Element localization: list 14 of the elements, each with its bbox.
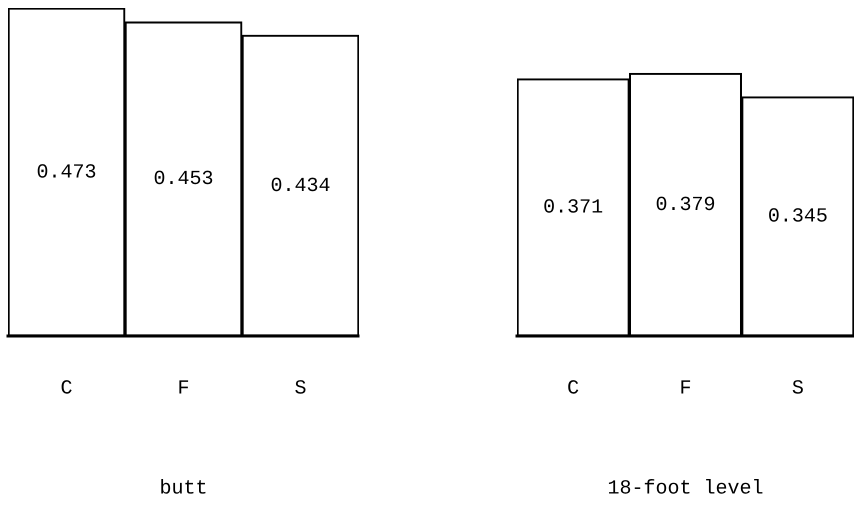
data-label: 0.379 [655, 194, 716, 217]
data-label: 0.345 [768, 206, 828, 229]
x-tick-label: F [679, 377, 692, 400]
x-tick-label: C [60, 377, 73, 400]
x-axis-title: 18-foot level [607, 477, 764, 500]
data-label: 0.453 [153, 168, 214, 192]
x-tick-label: C [567, 377, 580, 400]
data-label: 0.473 [36, 161, 97, 184]
data-label: 0.371 [543, 196, 604, 220]
x-tick-label: S [792, 377, 804, 400]
data-label: 0.434 [270, 174, 331, 198]
x-axis-title: butt [159, 477, 208, 500]
x-tick-label: F [177, 377, 190, 400]
x-tick-label: S [294, 377, 307, 400]
